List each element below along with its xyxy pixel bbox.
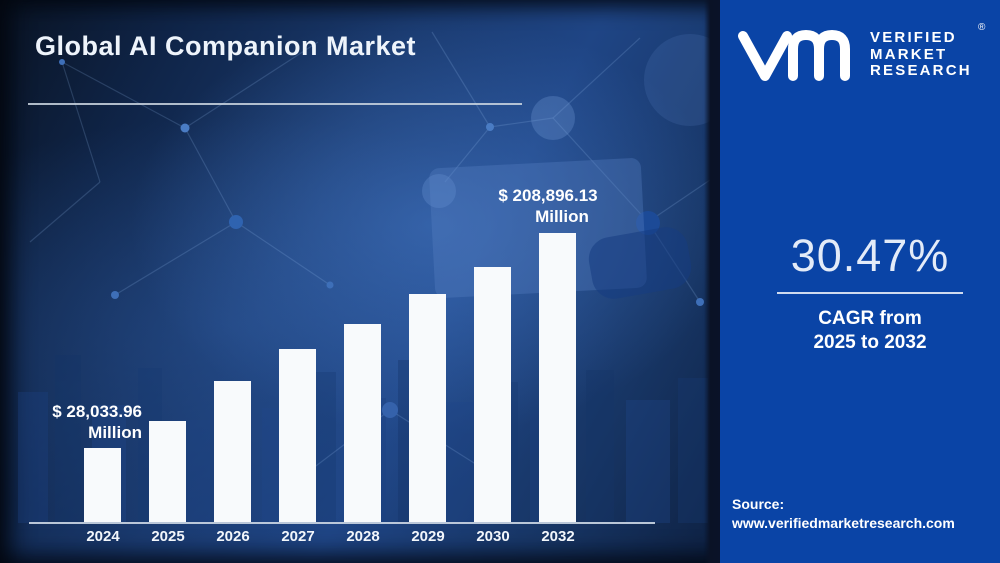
annotation-backplate-knob bbox=[422, 174, 456, 208]
brand-name-line: VERIFIED bbox=[870, 29, 957, 46]
annotation-unit: Million bbox=[88, 423, 142, 442]
cagr-caption-line1: CAGR from bbox=[818, 308, 922, 329]
x-tick-2027: 2027 bbox=[281, 528, 315, 545]
source-label: Source: bbox=[732, 496, 785, 512]
cagr-block: 30.47% CAGR from 2025 to 2032 bbox=[740, 230, 1000, 355]
annotation-unit: Million bbox=[535, 207, 589, 226]
x-tick-2025: 2025 bbox=[151, 528, 185, 545]
x-tick-2024: 2024 bbox=[86, 528, 120, 545]
source-block: Source: www.verifiedmarketresearch.com bbox=[732, 495, 955, 533]
page-title: Global AI Companion Market bbox=[35, 31, 417, 61]
x-tick-2032: 2032 bbox=[541, 528, 575, 545]
source-url[interactable]: www.verifiedmarketresearch.com bbox=[732, 515, 955, 531]
registered-trademark: ® bbox=[978, 22, 986, 33]
bar-2025 bbox=[149, 421, 186, 522]
bar-2024 bbox=[84, 448, 121, 522]
cagr-caption-line2: 2025 to 2032 bbox=[813, 332, 927, 353]
brand-name-line: MARKET bbox=[870, 45, 948, 63]
cagr-value: 30.47% bbox=[790, 230, 950, 281]
annotation-amount: $ 208,896.13 bbox=[498, 186, 598, 205]
annotation-amount: $ 28,033.96 bbox=[52, 402, 142, 421]
bar-2028 bbox=[344, 324, 381, 522]
bar-2030 bbox=[474, 267, 511, 522]
panel-divider bbox=[704, 0, 720, 563]
bar-2032 bbox=[539, 233, 576, 522]
value-annotation-2024: $ 28,033.96 Million bbox=[30, 401, 142, 443]
title-underline bbox=[28, 103, 522, 105]
x-tick-2029: 2029 bbox=[411, 528, 445, 545]
brand-name: VERIFIED MARKET RESEARCH bbox=[870, 29, 972, 80]
vm-monogram-icon bbox=[738, 30, 850, 81]
x-tick-2026: 2026 bbox=[216, 528, 250, 545]
cagr-divider bbox=[777, 292, 963, 294]
x-tick-2030: 2030 bbox=[476, 528, 510, 545]
brand-name-line: RESEARCH bbox=[870, 62, 972, 79]
brand-panel: VERIFIED MARKET RESEARCH ® 30.47% CAGR f… bbox=[720, 0, 1000, 563]
bar-2026 bbox=[214, 381, 251, 522]
chart-section: Global AI Companion Market $ 28,033.96 M… bbox=[0, 0, 720, 563]
x-tick-2028: 2028 bbox=[346, 528, 380, 545]
x-axis-line bbox=[29, 522, 655, 524]
value-annotation-2032: $ 208,896.13 Million bbox=[480, 185, 616, 227]
bar-2027 bbox=[279, 349, 316, 522]
bar-2029 bbox=[409, 294, 446, 522]
